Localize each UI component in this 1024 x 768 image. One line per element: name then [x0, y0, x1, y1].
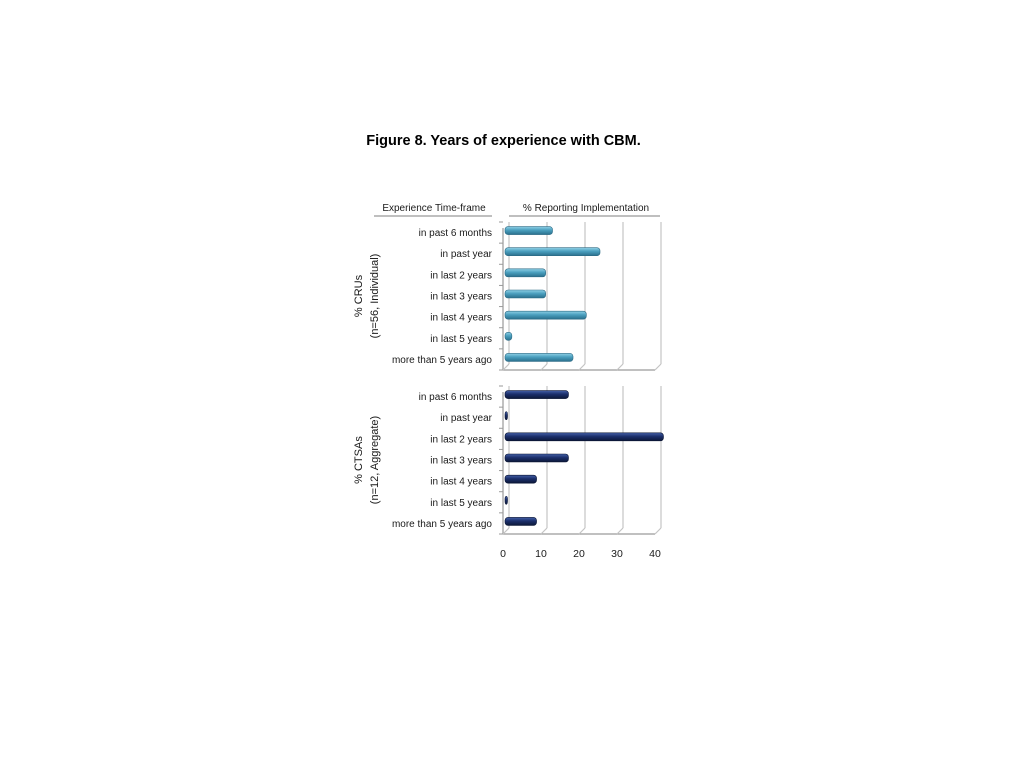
- bar: [504, 474, 537, 484]
- panel-1: in past 6 months in past year in last 2 ye…: [353, 221, 662, 371]
- x-tick-label: 20: [573, 548, 585, 560]
- category-label: in past year: [440, 249, 492, 260]
- panel-2: in past 6 months in past year in last 2 ye…: [353, 385, 664, 535]
- category-label: in past year: [440, 413, 492, 424]
- header-reporting-implementation: % Reporting Implementation: [523, 203, 649, 214]
- x-tick-label: 0: [500, 548, 506, 560]
- bar: [504, 390, 569, 399]
- bar: [504, 411, 508, 421]
- category-label: in last 5 years: [430, 334, 492, 345]
- x-tick-label: 40: [649, 548, 661, 560]
- category-label: in last 3 years: [430, 292, 492, 303]
- category-label: more than 5 years ago: [392, 519, 492, 530]
- chart-panels: in past 6 months in past year in last 2 ye…: [353, 221, 664, 535]
- x-tick-label: 10: [535, 548, 547, 560]
- category-label: in last 4 years: [430, 477, 492, 488]
- category-label: in last 5 years: [430, 498, 492, 509]
- category-label: in last 2 years: [430, 434, 492, 445]
- category-label: in past 6 months: [419, 392, 492, 403]
- header-experience-timeframe: Experience Time-frame: [382, 203, 486, 214]
- category-label: in past 6 months: [419, 228, 492, 239]
- bar: [504, 226, 553, 235]
- category-label: more than 5 years ago: [392, 355, 492, 366]
- bar: [504, 310, 587, 320]
- group-label-sample: (n=56, Individual): [369, 254, 381, 339]
- x-axis: 0 10 20 30 40: [500, 548, 661, 560]
- bar: [504, 268, 546, 278]
- bar: [504, 432, 664, 442]
- column-headers: Experience Time-frame % Reporting Implem…: [374, 203, 660, 217]
- group-label-name: % CTSAs: [353, 436, 365, 484]
- group-label-sample: (n=12, Aggregate): [369, 416, 381, 504]
- group-label-name: % CRUs: [353, 274, 365, 317]
- plot-frame: [499, 221, 662, 371]
- bar: [504, 517, 537, 526]
- bar: [504, 495, 508, 505]
- bar: [504, 453, 569, 463]
- category-label: in last 4 years: [430, 313, 492, 324]
- bar: [504, 247, 601, 257]
- bar: [504, 353, 574, 362]
- bar: [504, 331, 513, 341]
- bar: [504, 289, 546, 299]
- x-tick-label: 30: [611, 548, 623, 560]
- category-label: in last 2 years: [430, 270, 492, 281]
- figure-title: Figure 8. Years of experience with CBM.: [366, 133, 641, 149]
- category-label: in last 3 years: [430, 456, 492, 467]
